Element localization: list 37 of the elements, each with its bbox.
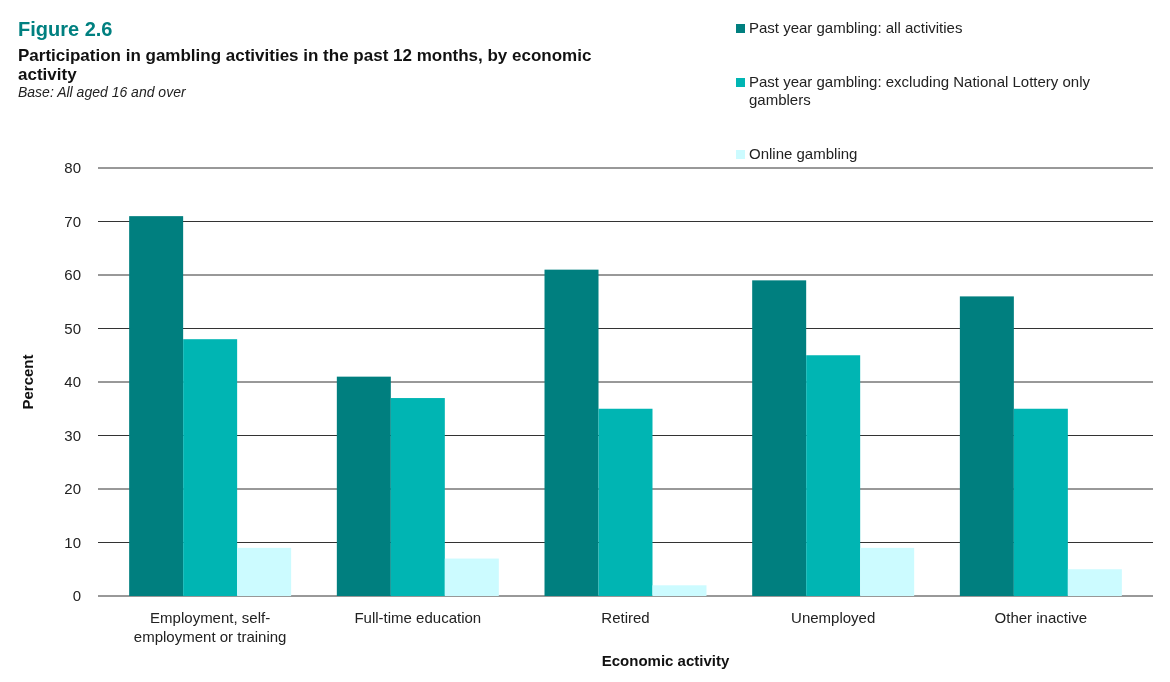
x-tick-label: Retired [601, 609, 650, 626]
legend-label: Past year gambling: excluding National Lottery only gamblers [749, 73, 1091, 108]
y-tick-label: 40 [64, 373, 81, 391]
x-axis-title: Economic activity [601, 652, 730, 669]
legend-label: Past year gambling: all activities [749, 19, 963, 36]
bar [598, 408, 653, 596]
x-tick-label: Full-time education [354, 609, 482, 626]
y-tick-label: 0 [72, 587, 81, 605]
bar [183, 339, 238, 596]
y-tick-label: 20 [64, 480, 81, 498]
bar [444, 558, 499, 596]
bar [1067, 569, 1122, 596]
bar [1013, 408, 1068, 596]
bar [390, 398, 445, 596]
y-tick-label: 10 [64, 533, 81, 551]
y-tick-label: 30 [64, 426, 81, 444]
chart-title: Figure 2.6 [18, 18, 113, 40]
bar [129, 216, 184, 596]
y-tick-label: 60 [64, 266, 81, 284]
y-tick-label: 70 [64, 212, 81, 230]
chart-subtitle: Participation in gambling activities in the past 12 months, by economic activity [18, 46, 592, 84]
bar [544, 269, 599, 596]
legend-label: Online gambling [749, 145, 858, 162]
text: Base: All aged 16 and over [18, 84, 187, 100]
x-tick-label: Other inactive [994, 609, 1088, 626]
bar [752, 280, 807, 596]
bar [959, 296, 1014, 596]
bar [336, 376, 391, 596]
bar [860, 547, 915, 596]
y-tick-label: 80 [64, 159, 81, 177]
bar [652, 585, 707, 596]
x-tick-label: Employment, self-employment or training [133, 609, 287, 645]
bar [237, 547, 292, 596]
bar [806, 355, 861, 596]
x-tick-label: Unemployed [791, 609, 876, 626]
y-axis-title: Percent [19, 354, 36, 410]
y-tick-label: 50 [64, 319, 81, 337]
